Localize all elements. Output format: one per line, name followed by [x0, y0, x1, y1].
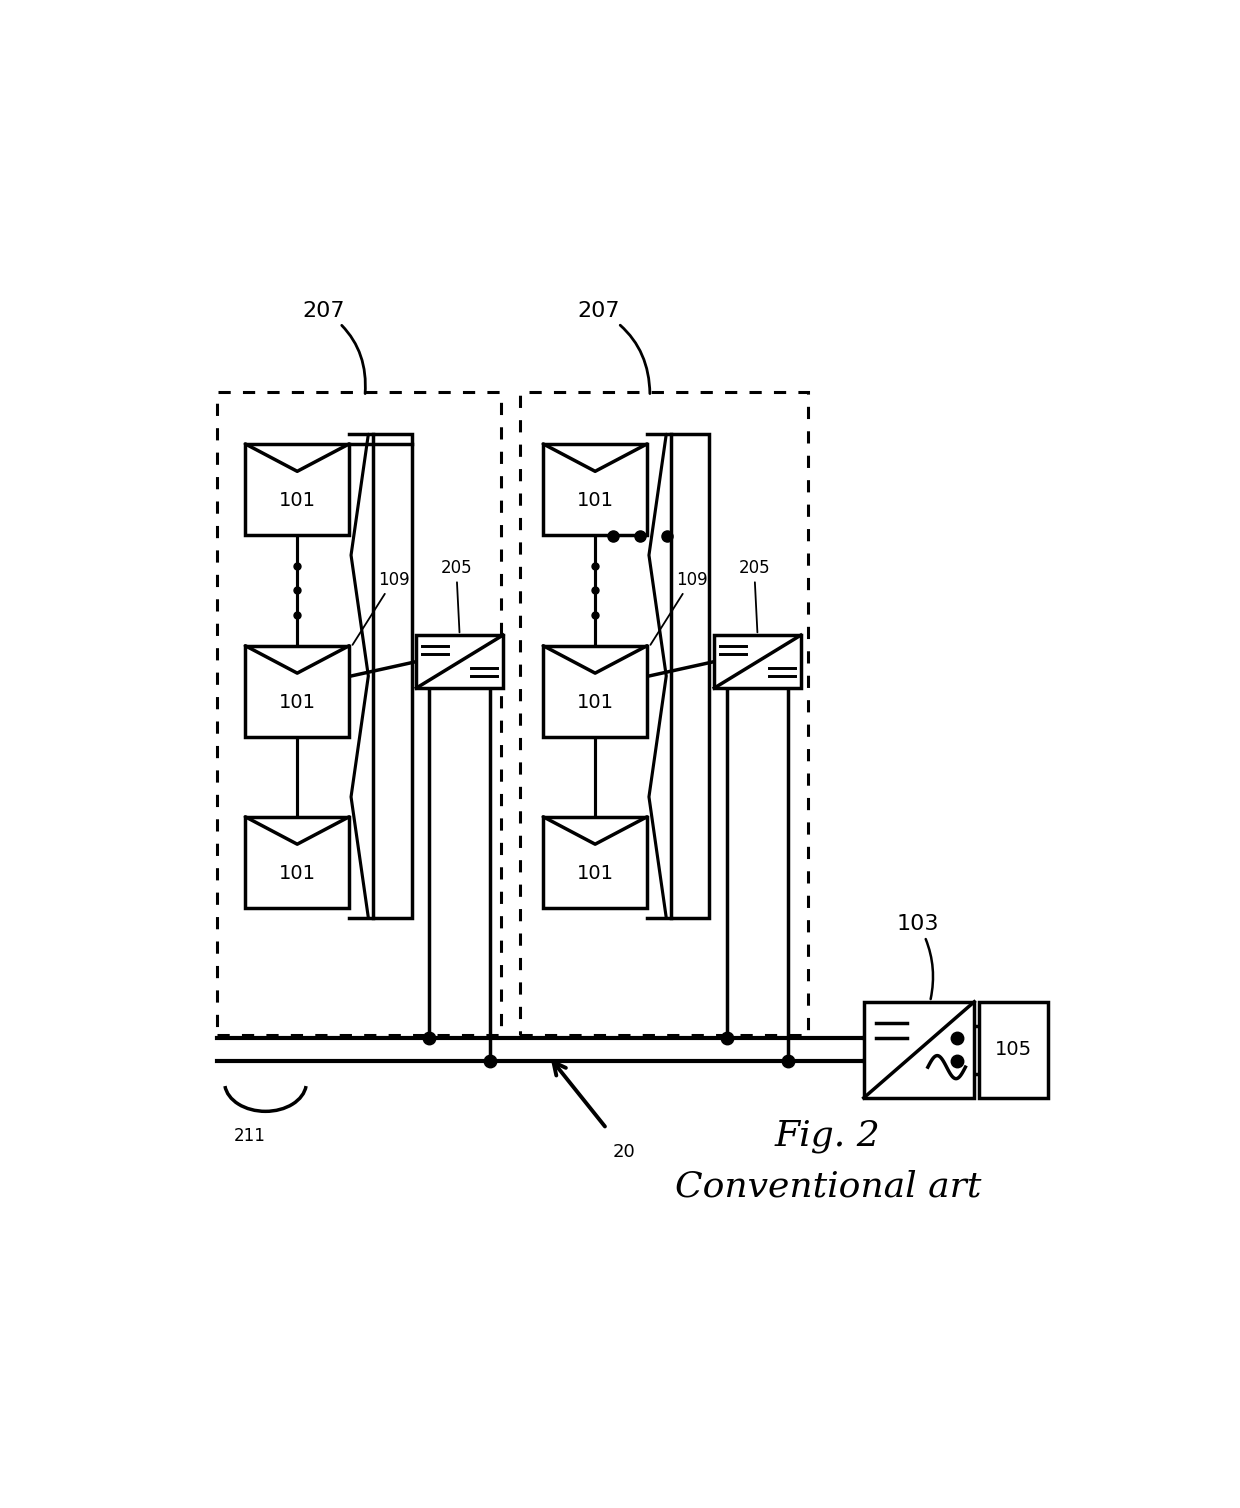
Bar — [543, 645, 647, 737]
Text: 101: 101 — [279, 864, 316, 882]
Bar — [714, 635, 801, 688]
Bar — [246, 645, 350, 737]
Bar — [417, 635, 503, 688]
Text: 105: 105 — [994, 1041, 1032, 1059]
Bar — [246, 443, 350, 535]
Text: 207: 207 — [578, 300, 650, 394]
Bar — [543, 817, 647, 908]
Bar — [217, 392, 501, 1036]
Text: 109: 109 — [352, 570, 409, 645]
Text: 205: 205 — [440, 558, 472, 632]
Bar — [521, 392, 808, 1036]
Bar — [671, 434, 709, 918]
Text: 101: 101 — [577, 492, 614, 510]
Bar — [980, 1001, 1048, 1098]
Text: 101: 101 — [279, 692, 316, 712]
Text: 205: 205 — [738, 558, 770, 632]
Text: 101: 101 — [279, 492, 316, 510]
Bar — [864, 1001, 975, 1098]
Text: 101: 101 — [577, 692, 614, 712]
Text: 207: 207 — [303, 300, 366, 394]
Bar — [373, 434, 412, 918]
Text: Conventional art: Conventional art — [675, 1169, 981, 1203]
Text: 101: 101 — [577, 864, 614, 882]
Text: 103: 103 — [897, 914, 940, 1000]
Bar — [543, 443, 647, 535]
Bar — [246, 817, 350, 908]
Text: Fig. 2: Fig. 2 — [775, 1119, 880, 1154]
Text: 211: 211 — [234, 1126, 265, 1145]
Text: 20: 20 — [613, 1143, 635, 1161]
Text: 109: 109 — [651, 570, 708, 645]
